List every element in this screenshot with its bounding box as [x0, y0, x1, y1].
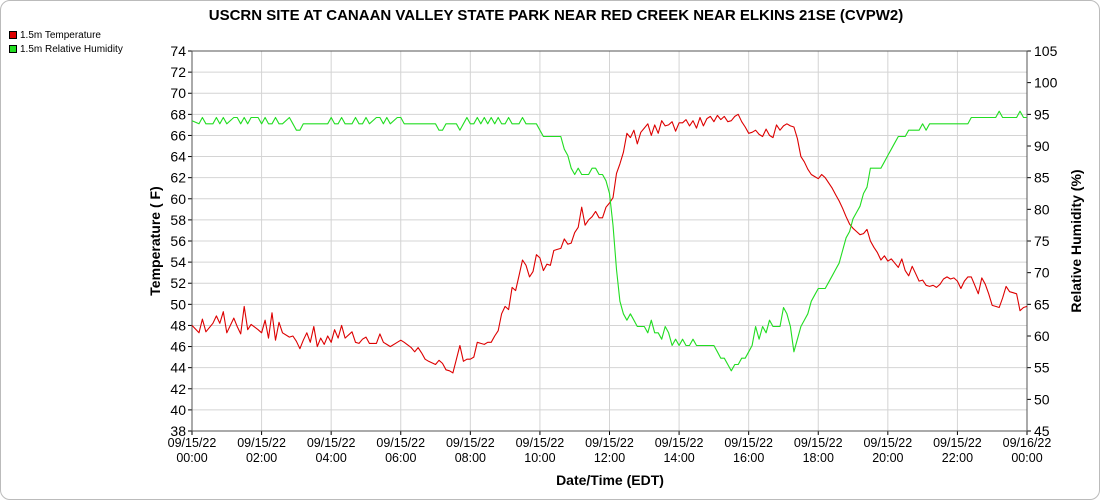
- y-right-tick-label: 55: [1034, 360, 1050, 376]
- x-tick-label-time: 00:00: [1011, 451, 1042, 465]
- x-tick-label-time: 16:00: [733, 451, 764, 465]
- legend-item-humidity: 1.5m Relative Humidity: [9, 43, 123, 57]
- y-right-tick-label: 80: [1034, 201, 1050, 217]
- legend-label-humidity: 1.5m Relative Humidity: [20, 44, 123, 55]
- y-left-tick-label: 72: [170, 64, 186, 80]
- x-tick-label-time: 12:00: [594, 451, 625, 465]
- x-tick-label-time: 04:00: [316, 451, 347, 465]
- y-left-tick-label: 44: [170, 360, 186, 376]
- y-left-tick-label: 60: [170, 191, 186, 207]
- y-right-tick-label: 65: [1034, 296, 1050, 312]
- y-left-tick-label: 66: [170, 127, 186, 143]
- x-tick-label-date: 09/15/22: [585, 436, 634, 450]
- x-tick-label-time: 18:00: [803, 451, 834, 465]
- y-left-tick-label: 68: [170, 106, 186, 122]
- y-left-tick-label: 48: [170, 317, 186, 333]
- series-line-temperature: [191, 113, 1028, 374]
- y-right-tick-label: 100: [1034, 75, 1058, 91]
- y-right-tick-label: 60: [1034, 328, 1050, 344]
- y-left-tick-label: 62: [170, 170, 186, 186]
- x-tick-label-date: 09/15/22: [168, 436, 217, 450]
- y-right-tick-label: 85: [1034, 170, 1050, 186]
- y-axis-left-label: Temperature ( F): [147, 186, 163, 295]
- y-left-tick-label: 38: [170, 423, 186, 439]
- x-tick-label-time: 02:00: [246, 451, 277, 465]
- x-tick-label-date: 09/15/22: [933, 436, 982, 450]
- y-left-tick-label: 52: [170, 275, 186, 291]
- y-axis-right-label: Relative Humidity (%): [1068, 169, 1084, 312]
- x-tick-label-time: 06:00: [385, 451, 416, 465]
- x-tick-label-time: 00:00: [176, 451, 207, 465]
- legend-label-temperature: 1.5m Temperature: [20, 30, 101, 41]
- y-left-tick-label: 56: [170, 233, 186, 249]
- x-tick-label-date: 09/15/22: [724, 436, 773, 450]
- x-tick-label-date: 09/15/22: [307, 436, 356, 450]
- y-left-tick-label: 54: [170, 254, 186, 270]
- y-right-tick-label: 90: [1034, 138, 1050, 154]
- x-tick-label-date: 09/15/22: [376, 436, 425, 450]
- x-tick-label-date: 09/15/22: [655, 436, 704, 450]
- legend-swatch-humidity: [9, 45, 17, 53]
- y-right-tick-label: 70: [1034, 265, 1050, 281]
- chart-title: USCRN SITE AT CANAAN VALLEY STATE PARK N…: [209, 7, 904, 24]
- x-tick-label-date: 09/15/22: [446, 436, 495, 450]
- y-left-tick-label: 42: [170, 381, 186, 397]
- x-tick-label-date: 09/15/22: [863, 436, 912, 450]
- y-right-tick-label: 45: [1034, 423, 1050, 439]
- x-tick-label-time: 14:00: [663, 451, 694, 465]
- legend-swatch-temperature: [9, 31, 17, 39]
- x-tick-label-time: 20:00: [872, 451, 903, 465]
- legend: 1.5m Temperature 1.5m Relative Humidity: [9, 29, 123, 57]
- x-tick-label-time: 08:00: [455, 451, 486, 465]
- x-tick-label-date: 09/15/22: [794, 436, 843, 450]
- y-left-tick-label: 46: [170, 339, 186, 355]
- x-tick-label-date: 09/15/22: [516, 436, 565, 450]
- y-right-tick-label: 75: [1034, 233, 1050, 249]
- y-left-tick-label: 58: [170, 212, 186, 228]
- x-tick-label-date: 09/16/22: [1003, 436, 1052, 450]
- y-left-tick-label: 50: [170, 296, 186, 312]
- plot-area-border: [191, 50, 1028, 432]
- x-axis-label: Date/Time (EDT): [556, 472, 664, 488]
- x-tick-label-date: 09/15/22: [237, 436, 286, 450]
- y-right-tick-label: 50: [1034, 391, 1050, 407]
- legend-item-temperature: 1.5m Temperature: [9, 29, 123, 43]
- y-right-tick-label: 105: [1034, 43, 1058, 59]
- y-left-tick-label: 40: [170, 402, 186, 418]
- y-left-tick-label: 70: [170, 85, 186, 101]
- y-left-tick-label: 74: [170, 43, 186, 59]
- x-tick-label-time: 10:00: [524, 451, 555, 465]
- y-right-tick-label: 95: [1034, 106, 1050, 122]
- x-tick-label-time: 22:00: [942, 451, 973, 465]
- series-line-humidity: [191, 110, 1027, 372]
- y-left-tick-label: 64: [170, 149, 186, 165]
